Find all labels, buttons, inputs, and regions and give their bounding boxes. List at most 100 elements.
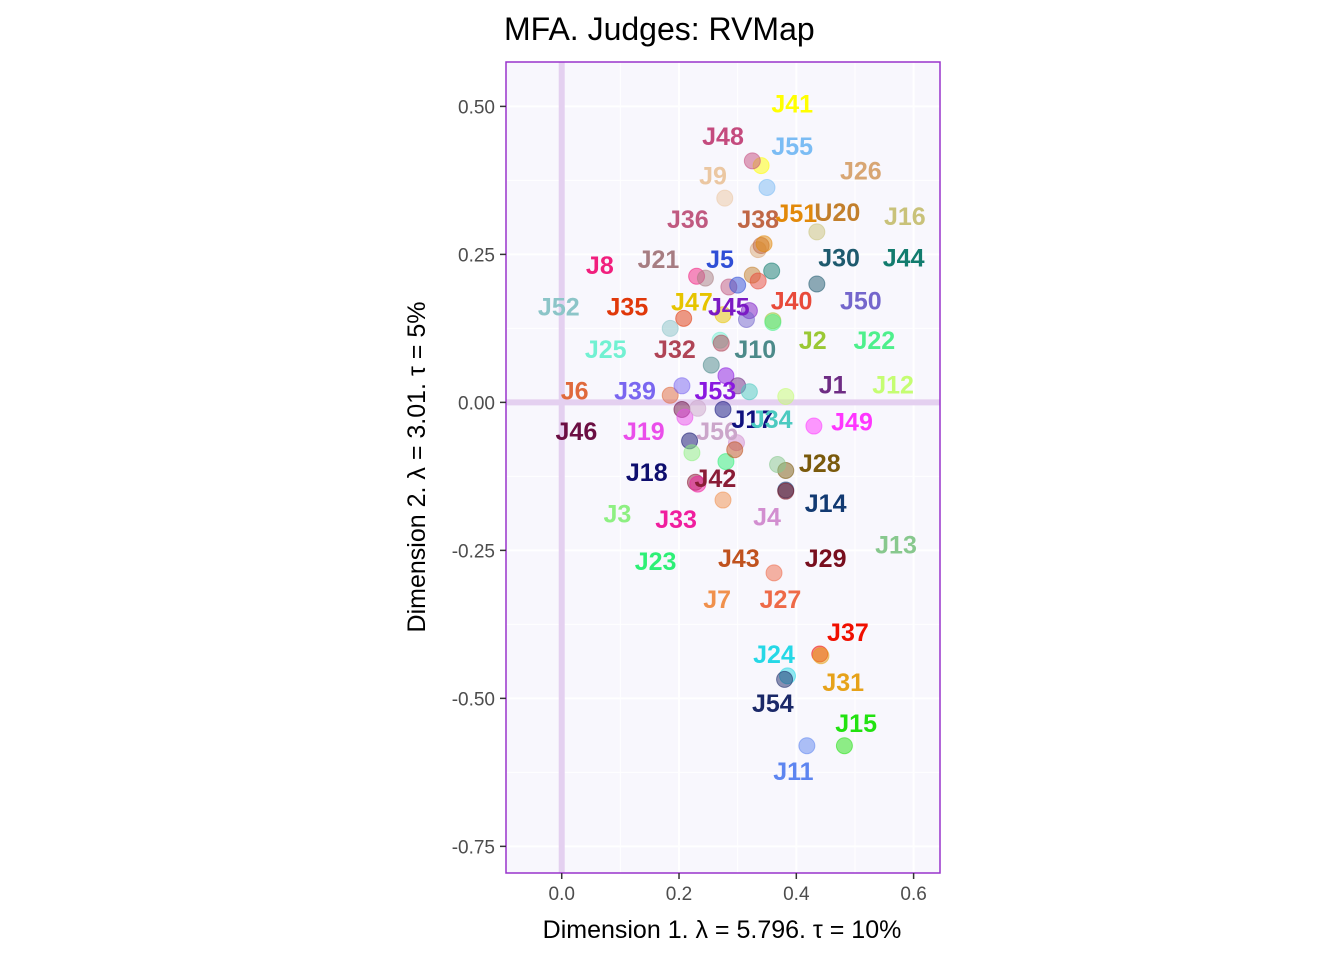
point-label: J2 <box>799 327 827 355</box>
data-point <box>716 189 734 207</box>
point-label: J4 <box>753 504 781 532</box>
data-point <box>702 356 720 374</box>
y-tick-label: -0.75 <box>452 837 495 858</box>
point-label: J23 <box>635 548 677 576</box>
data-point <box>714 491 732 509</box>
data-point <box>673 377 691 395</box>
data-point <box>764 313 782 331</box>
data-point <box>808 275 826 293</box>
point-label: J24 <box>753 641 795 669</box>
y-axis-title: Dimension 2. λ = 3.01. τ = 5% <box>403 302 431 633</box>
point-label: J54 <box>752 690 794 718</box>
data-point <box>743 152 761 170</box>
point-label: J28 <box>799 450 841 478</box>
data-point <box>776 670 794 688</box>
point-label: J44 <box>883 244 925 272</box>
data-point <box>661 319 679 337</box>
point-label: J48 <box>702 123 744 151</box>
point-label: J56 <box>696 418 738 446</box>
data-point <box>769 456 787 474</box>
point-label: J32 <box>654 336 696 364</box>
point-label: J37 <box>827 619 869 647</box>
point-label: J21 <box>638 246 680 274</box>
point-label: J31 <box>822 669 864 697</box>
data-point <box>717 367 735 385</box>
data-point <box>689 399 707 417</box>
point-label: J35 <box>607 293 649 321</box>
x-tick-label: 0.2 <box>666 884 692 905</box>
point-label: J3 <box>604 501 632 529</box>
points-layer <box>661 152 853 755</box>
x-tick-label: 0.4 <box>783 884 810 905</box>
point-label: J49 <box>831 408 873 436</box>
y-tick-label: -0.25 <box>452 541 495 562</box>
point-label: J6 <box>561 378 589 406</box>
point-label: J40 <box>771 288 813 316</box>
data-point <box>765 564 783 582</box>
point-label: J47 <box>671 289 713 317</box>
point-label: J36 <box>667 206 709 234</box>
y-tick-label: 0.25 <box>458 245 495 266</box>
point-label: J18 <box>626 459 668 487</box>
x-tick-label: 0.0 <box>549 884 575 905</box>
chart-title: MFA. Judges: RVMap <box>504 11 815 47</box>
data-point <box>763 262 781 280</box>
point-label: J5 <box>706 246 734 274</box>
data-point <box>729 276 747 294</box>
data-point <box>805 417 823 435</box>
data-point <box>777 482 795 500</box>
point-label: J50 <box>840 288 882 316</box>
data-point <box>683 444 701 462</box>
point-label: J46 <box>556 418 598 446</box>
data-point <box>777 387 795 405</box>
x-tick-label: 0.6 <box>900 884 926 905</box>
data-point <box>712 334 730 352</box>
point-label: J9 <box>699 163 727 191</box>
point-label: J45 <box>708 293 750 321</box>
data-point <box>726 441 744 459</box>
data-point <box>717 453 735 471</box>
point-label: J14 <box>805 490 847 518</box>
point-label: J42 <box>695 465 737 493</box>
point-label: J55 <box>771 133 813 161</box>
point-label: J26 <box>840 157 882 185</box>
point-label: J15 <box>835 710 877 738</box>
point-label: J51 <box>775 200 817 228</box>
data-point <box>714 306 732 324</box>
data-point <box>758 178 776 196</box>
point-label: J10 <box>734 336 776 364</box>
point-label: J11 <box>773 758 813 786</box>
data-point <box>714 400 732 418</box>
data-point <box>696 269 714 287</box>
data-point <box>755 235 773 253</box>
x-axis-title: Dimension 1. λ = 5.796. τ = 10% <box>543 916 902 944</box>
point-label: J29 <box>805 545 847 573</box>
point-label: J27 <box>760 586 802 614</box>
data-point <box>798 737 816 755</box>
point-label: U20 <box>814 199 860 227</box>
data-point <box>676 408 694 426</box>
point-label: J19 <box>623 418 665 446</box>
data-point <box>689 475 707 493</box>
point-label: J38 <box>737 206 779 234</box>
point-label: J33 <box>655 506 697 534</box>
point-label: J30 <box>818 244 860 272</box>
point-label: J43 <box>718 545 760 573</box>
point-label: J17 <box>731 406 773 434</box>
data-point <box>749 272 767 290</box>
point-label: J12 <box>872 372 914 400</box>
data-point <box>740 383 758 401</box>
point-label: J34 <box>751 406 793 434</box>
point-label: J16 <box>884 203 926 231</box>
point-label: J1 <box>819 372 847 400</box>
point-label: J52 <box>538 293 580 321</box>
data-point <box>661 386 679 404</box>
y-tick-label: -0.50 <box>452 689 495 710</box>
point-label: J22 <box>853 327 895 355</box>
point-label: J8 <box>586 252 614 280</box>
y-tick-label: 0.00 <box>458 393 495 414</box>
axes: 0.0 0.2 0.4 0.6 0.50 0.25 0.00 -0.25 -0.50 -0.75 <box>452 97 927 905</box>
data-point <box>812 647 830 665</box>
